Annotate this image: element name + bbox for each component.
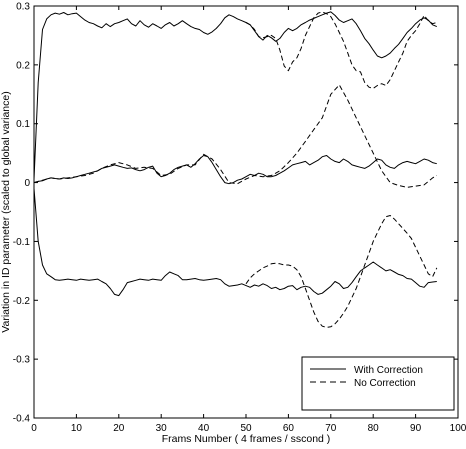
y-tick-label: -0.4: [13, 414, 31, 425]
series-line-lower-with-correction: [33, 188, 437, 297]
x-tick-label: 50: [240, 423, 252, 434]
plot-area: [33, 5, 459, 419]
x-tick-label: 10: [71, 423, 83, 434]
legend-box: [301, 356, 455, 411]
y-tick-label: 0: [24, 178, 30, 189]
y-tick-label: 0.2: [16, 60, 30, 71]
legend: With Correction No Correction: [301, 356, 455, 411]
y-tick-label: -0.2: [13, 296, 31, 307]
x-tick-label: 80: [368, 423, 380, 434]
series-line-middle-no-correction: [33, 84, 438, 188]
x-tick-label: 0: [31, 423, 37, 434]
y-axis-label: Variation in ID parameter (scaled to glo…: [0, 91, 12, 332]
y-tick-label: -0.1: [13, 237, 31, 248]
y-tick-label: -0.3: [13, 355, 31, 366]
x-axis-label: Frams Number ( 4 frames / sscond ): [162, 433, 331, 445]
x-tick-label: 70: [325, 423, 337, 434]
series-layer: [33, 11, 438, 328]
series-line-lower-no-correction: [245, 215, 438, 328]
y-tick-label: 0.3: [16, 2, 30, 13]
x-tick-label: 90: [410, 423, 422, 434]
x-tick-label: 40: [198, 423, 210, 434]
tick-layer: 0 10 20 30 40 50 60 70 80 90 100 -0.4 -0.3 -0.2 -0.1 0 0…: [13, 2, 466, 435]
y-tick-label: 0.1: [16, 119, 30, 130]
legend-label-no-correction: No Correction: [354, 378, 416, 389]
x-tick-label: 30: [156, 423, 168, 434]
series-line-upper-no-correction: [245, 11, 437, 89]
series-line-upper-with-correction: [33, 11, 437, 180]
x-tick-label: 60: [283, 423, 295, 434]
x-tick-label: 100: [450, 423, 466, 434]
series-line-middle-with-correction: [33, 155, 437, 185]
legend-label-with-correction: With Correction: [354, 365, 423, 376]
x-tick-label: 20: [113, 423, 125, 434]
